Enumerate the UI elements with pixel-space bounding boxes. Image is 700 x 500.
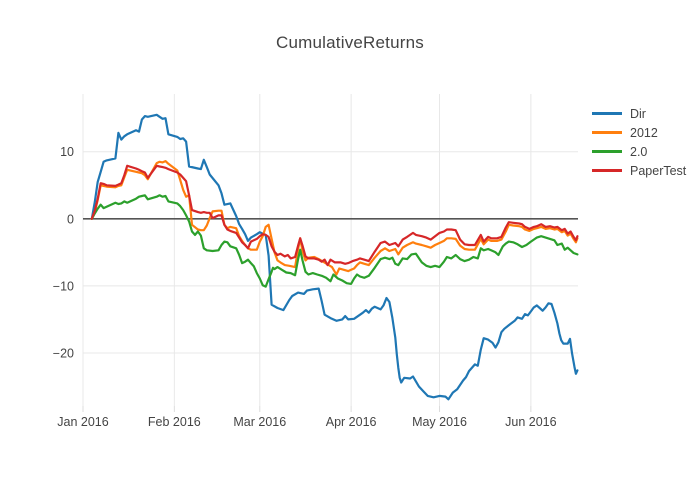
series-line-2012[interactable] [90,160,579,276]
legend-label: Dir [630,106,646,121]
legend: Dir 2012 2.0 PaperTest [592,104,686,180]
series-line-2.0[interactable] [90,194,579,288]
series-line-PaperTest[interactable] [90,164,579,267]
x-tick-label: Jan 2016 [57,415,108,429]
chart-title: CumulativeReturns [276,33,424,52]
x-tick-label: Mar 2016 [233,415,286,429]
y-tick-label: 0 [67,212,74,226]
legend-item-papertest[interactable]: PaperTest [592,161,686,180]
x-tick-label: Jun 2016 [505,415,556,429]
legend-line-swatch [592,150,622,153]
x-tick-label: May 2016 [412,415,467,429]
legend-label: PaperTest [630,163,687,178]
legend-item-dir[interactable]: Dir [592,104,686,123]
series-line-Dir[interactable] [90,113,579,401]
legend-line-swatch [592,169,622,172]
legend-item-2-0[interactable]: 2.0 [592,142,686,161]
legend-line-swatch [592,112,622,115]
y-tick-label: 10 [60,145,74,159]
y-tick-label: −20 [53,346,74,360]
legend-label: 2.0 [630,144,648,159]
x-tick-label: Apr 2016 [326,415,377,429]
legend-line-swatch [592,131,622,134]
legend-item-2012[interactable]: 2012 [592,123,686,142]
x-tick-label: Feb 2016 [148,415,201,429]
y-tick-label: −10 [53,279,74,293]
legend-label: 2012 [630,125,658,140]
